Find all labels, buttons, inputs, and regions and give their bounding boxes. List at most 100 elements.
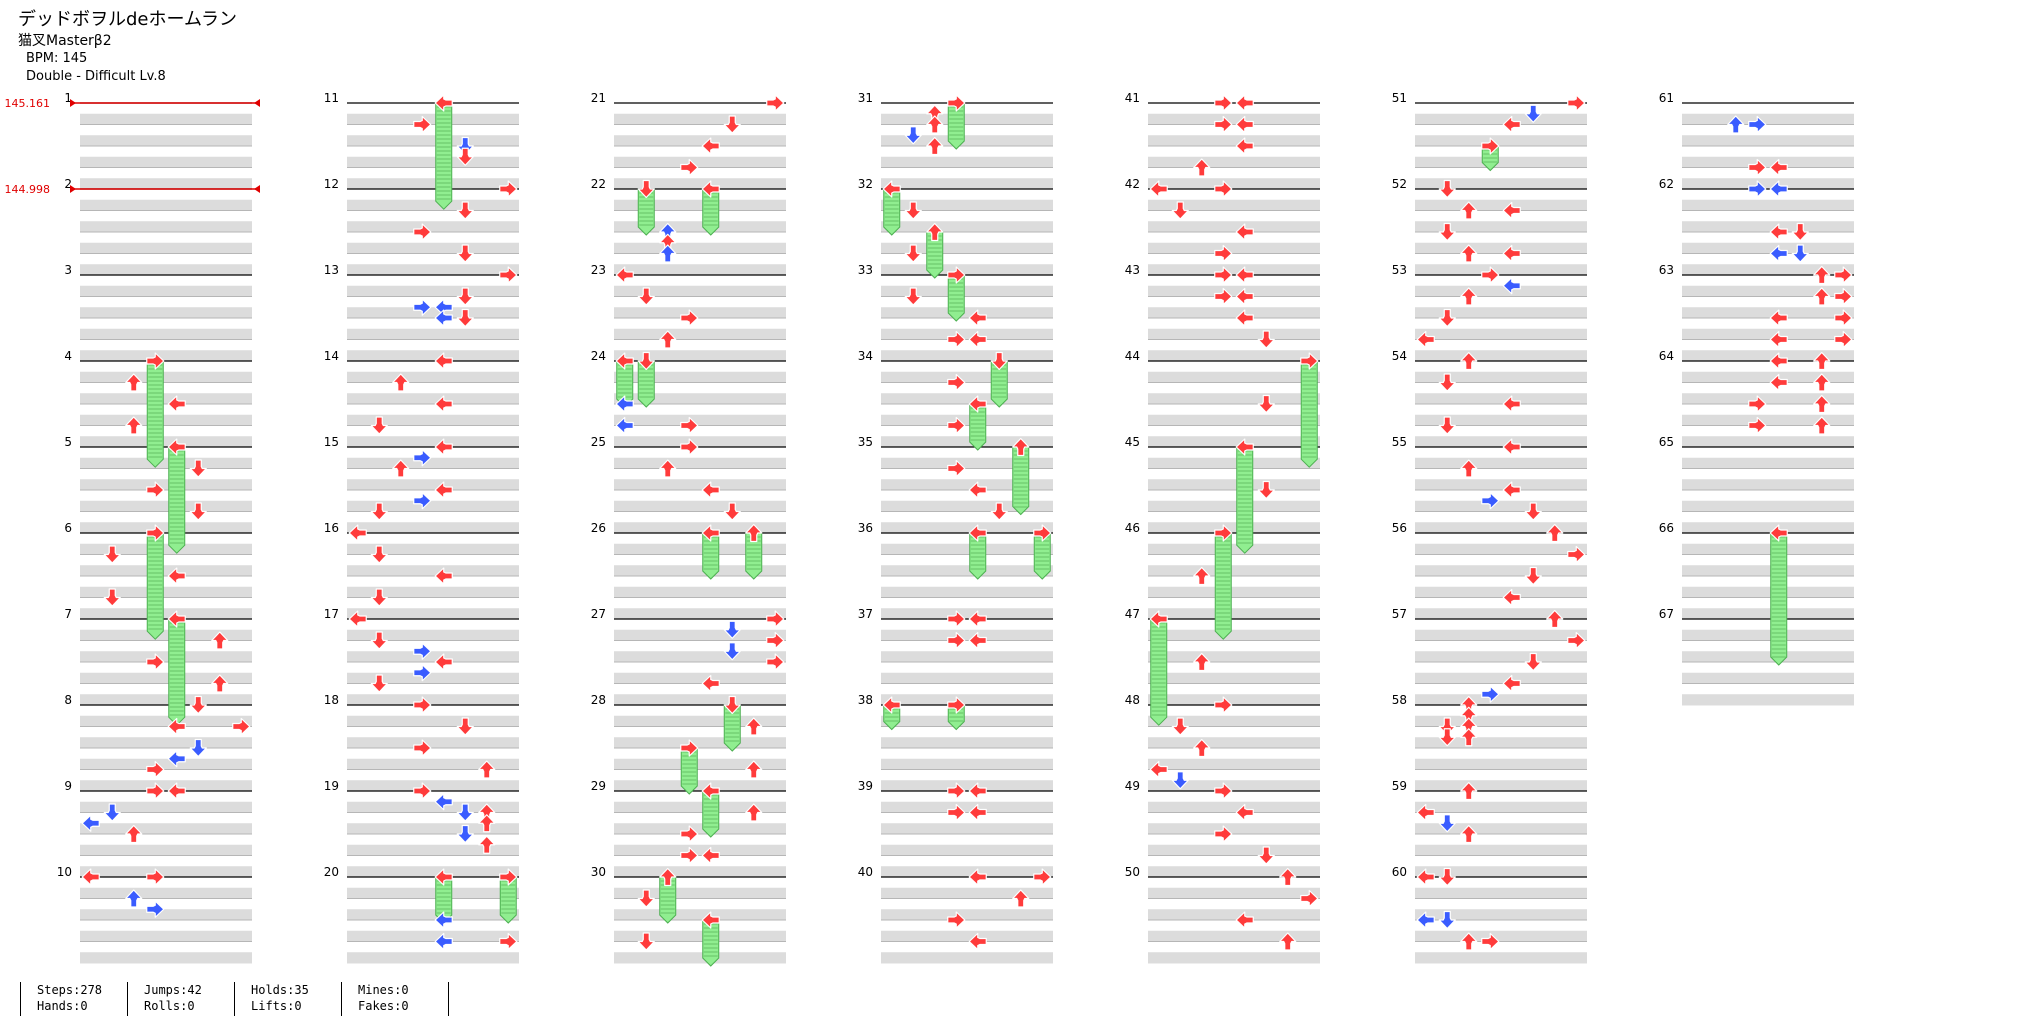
measure-number: 4 bbox=[64, 349, 72, 363]
stat-hands: Hands:0 bbox=[37, 999, 88, 1013]
arrow-up bbox=[659, 459, 677, 478]
measure-row-band bbox=[881, 866, 1053, 878]
arrow-left bbox=[968, 481, 987, 499]
arrow-right bbox=[766, 631, 785, 650]
arrow-shape bbox=[1769, 330, 1788, 349]
arrow-down bbox=[1438, 373, 1456, 392]
measure-3: 3 bbox=[64, 263, 252, 362]
measure-row-band bbox=[881, 178, 1053, 190]
measure-row-band bbox=[881, 156, 1053, 168]
arrow-down bbox=[1524, 566, 1542, 586]
measure-row-band bbox=[881, 651, 1053, 663]
arrow-left bbox=[968, 524, 987, 542]
measure-52: 52 bbox=[1392, 177, 1587, 276]
arrow-shape bbox=[723, 620, 741, 639]
measure-row-band bbox=[881, 307, 1053, 319]
arrow-shape bbox=[1193, 158, 1211, 177]
measure-26: 26 bbox=[591, 521, 786, 620]
arrow-shape bbox=[968, 610, 987, 628]
arrow-right bbox=[1033, 868, 1052, 886]
arrow-shape bbox=[1214, 524, 1233, 542]
arrow-right bbox=[947, 94, 966, 112]
arrow-left bbox=[434, 352, 453, 370]
measure-number: 12 bbox=[324, 177, 339, 191]
hold-note bbox=[659, 876, 677, 924]
hold-note bbox=[1012, 446, 1030, 516]
arrow-shape bbox=[1235, 287, 1254, 306]
arrow-up bbox=[1813, 265, 1831, 285]
arrow-shape bbox=[1438, 308, 1456, 328]
measure-row-band bbox=[614, 457, 786, 469]
arrow-down bbox=[456, 824, 474, 844]
arrow-shape bbox=[146, 868, 165, 886]
arrow-left bbox=[348, 610, 367, 628]
arrow-shape bbox=[680, 739, 699, 757]
measure-number: 46 bbox=[1125, 521, 1140, 535]
arrow-shape bbox=[146, 481, 165, 499]
arrow-left bbox=[1416, 911, 1435, 929]
measure-row-band bbox=[1148, 264, 1320, 276]
arrow-shape bbox=[745, 717, 763, 736]
arrow-left bbox=[1769, 330, 1788, 349]
arrow-down bbox=[904, 126, 922, 145]
arrow-shape bbox=[1214, 696, 1233, 714]
arrow-down bbox=[1438, 910, 1456, 930]
arrow-shape bbox=[659, 867, 677, 887]
arrow-down bbox=[637, 889, 655, 908]
arrow-shape bbox=[1567, 94, 1586, 112]
arrow-left bbox=[968, 868, 987, 886]
arrow-up bbox=[211, 674, 229, 693]
arrow-shape bbox=[968, 330, 987, 349]
arrow-shape bbox=[1460, 351, 1478, 371]
arrow-shape bbox=[478, 814, 496, 833]
arrow-right bbox=[1481, 685, 1500, 703]
arrow-left bbox=[968, 309, 987, 327]
arrow-shape bbox=[167, 750, 186, 768]
arrow-down bbox=[904, 287, 922, 306]
arrow-shape bbox=[723, 642, 741, 661]
arrow-shape bbox=[125, 416, 143, 435]
arrow-shape bbox=[659, 459, 677, 478]
arrow-shape bbox=[370, 588, 388, 607]
arrow-shape bbox=[1438, 717, 1456, 736]
song-bpm: BPM: 145 bbox=[26, 51, 88, 66]
measure-row-band bbox=[347, 328, 519, 340]
arrow-shape bbox=[1300, 352, 1319, 370]
measure-number: 16 bbox=[324, 521, 339, 535]
arrow-shape bbox=[947, 782, 966, 800]
measure-row-band bbox=[80, 672, 252, 684]
measure-number: 51 bbox=[1392, 91, 1407, 105]
arrow-shape bbox=[1438, 910, 1456, 930]
arrow-shape bbox=[1214, 287, 1233, 306]
arrow-shape bbox=[103, 545, 121, 564]
measure-row-band bbox=[1148, 221, 1320, 233]
arrow-right bbox=[413, 115, 432, 134]
arrow-shape bbox=[1171, 771, 1189, 790]
arrow-shape bbox=[434, 309, 453, 327]
measure-row-band bbox=[1682, 156, 1854, 168]
arrow-left bbox=[701, 524, 720, 542]
arrow-shape bbox=[1171, 201, 1189, 220]
measure-row-band bbox=[614, 801, 786, 813]
measure-row-band bbox=[347, 801, 519, 813]
arrow-up bbox=[1460, 351, 1478, 371]
measure-row-band bbox=[1682, 500, 1854, 512]
measures-layer: 1234567891011121314151617181920212223242… bbox=[57, 91, 1854, 964]
measure-row-band bbox=[347, 887, 519, 899]
measure-row-band bbox=[347, 930, 519, 942]
arrow-shape bbox=[947, 803, 966, 822]
measure-number: 66 bbox=[1659, 521, 1674, 535]
arrow-shape bbox=[701, 674, 720, 693]
measure-row-band bbox=[1148, 350, 1320, 362]
arrows-layer bbox=[81, 94, 1853, 951]
arrow-down bbox=[456, 287, 474, 306]
arrow-shape bbox=[1235, 94, 1254, 112]
arrow-right bbox=[146, 352, 165, 370]
measure-row-band bbox=[1682, 414, 1854, 426]
measure-row-band bbox=[881, 758, 1053, 770]
measure-row-band bbox=[1148, 307, 1320, 319]
arrow-shape bbox=[392, 373, 410, 392]
arrow-shape bbox=[1791, 244, 1809, 263]
measure-row-band bbox=[1148, 543, 1320, 555]
measure-row-band bbox=[1415, 500, 1587, 512]
